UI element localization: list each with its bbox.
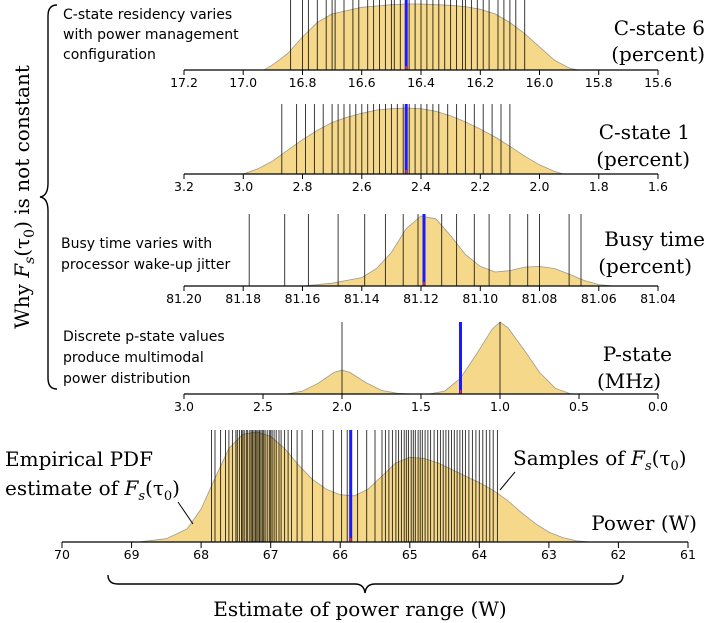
c-state-6-tick-label-5: 16.2: [466, 75, 494, 90]
c-state-1-tick-label-2: 2.8: [293, 179, 313, 194]
panel-busy-time: 81.20 81.18 81.16 81.14 81.12 81.10 81.08 81.06…: [166, 214, 676, 306]
c-state-6-tick-label-1: 17.0: [229, 75, 257, 90]
busy-time-note-line1: Busy time varies with: [61, 236, 212, 252]
power-tick-label-9: 61: [680, 547, 696, 562]
power-tick-label-4: 66: [332, 547, 348, 562]
p-state-density: [286, 321, 572, 395]
power-tick-label-6: 64: [471, 547, 487, 562]
c-state-1-tick-label-8: 1.6: [648, 179, 668, 194]
p-state-tick-label-1: 2.5: [253, 399, 273, 414]
busy-time-tick-label-0: 81.20: [166, 291, 202, 306]
power-tick-label-8: 62: [610, 547, 626, 562]
c-state-6-tick-label-3: 16.6: [348, 75, 376, 90]
p-state-tick-label-6: 0.0: [648, 399, 668, 414]
c-state-6-unit: (percent): [611, 42, 705, 66]
p-state-tick-label-4: 1.0: [490, 399, 510, 414]
p-state-tick-label-2: 2.0: [332, 399, 352, 414]
power-tick-label-0: 70: [54, 547, 70, 562]
power-tick-label-5: 65: [402, 547, 418, 562]
y-axis-label: Why Fs(τ0) is not constant: [10, 65, 38, 329]
panels-brace: [39, 4, 58, 390]
busy-time-tick-label-4: 81.12: [403, 291, 439, 306]
empirical-pdf-label-line2: estimate of Fs(τ0): [5, 476, 180, 504]
panel-power: 70 69 68 67 66 65 64 63 62 61: [54, 430, 696, 562]
busy-time-density: [302, 215, 614, 287]
p-state-title: P-state: [603, 342, 672, 366]
panel-c-state-1: 3.2 3.0 2.8 2.6 2.4 2.2 2.0 1.8 1.6: [174, 104, 668, 194]
busy-time-tick-label-6: 81.08: [522, 291, 558, 306]
samples-label: Samples of Fs(τ0): [513, 446, 687, 474]
power-tick-label-7: 63: [541, 547, 557, 562]
power-tick-label-1: 69: [124, 547, 140, 562]
c-state-1-title: C-state 1: [599, 120, 690, 144]
power-title: Power (W): [591, 511, 697, 535]
busy-time-tick-label-5: 81.10: [462, 291, 498, 306]
c-state-6-tick-label-4: 16.4: [407, 75, 435, 90]
busy-time-tick-label-1: 81.18: [225, 291, 261, 306]
c-state-1-tick-label-7: 1.8: [589, 179, 609, 194]
c-state-1-tick-label-0: 3.2: [174, 179, 194, 194]
p-state-note-line3: power distribution: [63, 371, 191, 387]
c-state-1-tick-label-4: 2.4: [411, 179, 431, 194]
c-state-6-tick-label-8: 15.6: [644, 75, 672, 90]
p-state-tick-label-5: 0.5: [569, 399, 589, 414]
p-state-tick-label-3: 1.5: [411, 399, 431, 414]
samples-pointer: [499, 471, 516, 491]
c-state-6-note-line1: C-state residency varies: [63, 7, 232, 23]
c-state-1-unit: (percent): [596, 147, 690, 171]
c-state-1-tick-label-5: 2.2: [470, 179, 490, 194]
p-state-unit: (MHz): [597, 369, 661, 393]
power-range-brace: [107, 574, 624, 594]
c-state-6-tick-label-2: 16.8: [289, 75, 317, 90]
c-state-6-title: C-state 6: [614, 16, 705, 40]
c-state-6-tick-label-0: 17.2: [170, 75, 198, 90]
empirical-pdf-pointer: [177, 501, 194, 525]
busy-time-tick-label-2: 81.16: [285, 291, 321, 306]
empirical-pdf-label-line1: Empirical PDF: [5, 447, 153, 471]
p-state-note-line1: Discrete p-state values: [63, 329, 225, 345]
busy-time-tick-label-3: 81.14: [344, 291, 380, 306]
busy-time-tick-label-7: 81.06: [581, 291, 617, 306]
busy-time-note-line2: processor wake-up jitter: [61, 257, 230, 273]
p-state-tick-label-0: 3.0: [174, 399, 194, 414]
panel-c-state-6: 17.2 17.0 16.8 16.6 16.4 16.2 16.0 15.8 15.6: [170, 0, 672, 90]
power-range-label: Estimate of power range (W): [213, 597, 506, 621]
busy-time-unit: (percent): [598, 254, 692, 278]
panel-p-state: 3.0 2.5 2.0 1.5 1.0 0.5 0.0: [174, 321, 668, 414]
c-state-1-tick-label-1: 3.0: [233, 179, 253, 194]
c-state-6-note-line3: configuration: [63, 47, 156, 63]
c-state-6-tick-label-6: 16.0: [526, 75, 554, 90]
busy-time-title: Busy time: [604, 227, 705, 251]
c-state-6-note-line2: with power management: [63, 27, 239, 43]
power-tick-label-3: 67: [263, 547, 279, 562]
p-state-note-line2: produce multimodal: [63, 350, 204, 366]
power-tick-label-2: 68: [193, 547, 209, 562]
c-state-1-tick-label-3: 2.6: [352, 179, 372, 194]
c-state-1-tick-label-6: 2.0: [530, 179, 550, 194]
busy-time-tick-label-8: 81.04: [640, 291, 676, 306]
c-state-6-tick-label-7: 15.8: [585, 75, 613, 90]
